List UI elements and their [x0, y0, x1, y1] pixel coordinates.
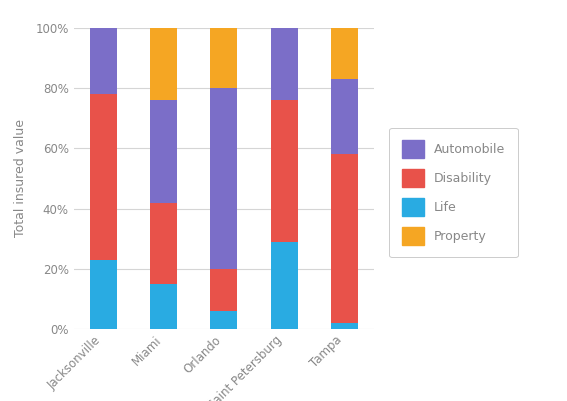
Bar — [150, 284, 177, 329]
Bar — [331, 323, 358, 329]
Bar — [270, 241, 298, 329]
Bar — [150, 28, 177, 100]
Bar — [150, 203, 177, 284]
Bar — [270, 100, 298, 241]
Bar — [90, 94, 117, 260]
Legend: Automobile, Disability, Life, Property: Automobile, Disability, Life, Property — [389, 128, 518, 257]
Bar — [90, 260, 117, 329]
Bar — [210, 311, 238, 329]
Bar — [210, 269, 238, 311]
Bar — [90, 28, 117, 94]
Bar — [331, 28, 358, 79]
Bar — [270, 28, 298, 100]
Bar — [150, 100, 177, 203]
Bar — [210, 88, 238, 269]
Bar — [331, 154, 358, 323]
Bar — [210, 28, 238, 88]
Bar — [331, 79, 358, 154]
Y-axis label: Total insured value: Total insured value — [14, 119, 27, 237]
